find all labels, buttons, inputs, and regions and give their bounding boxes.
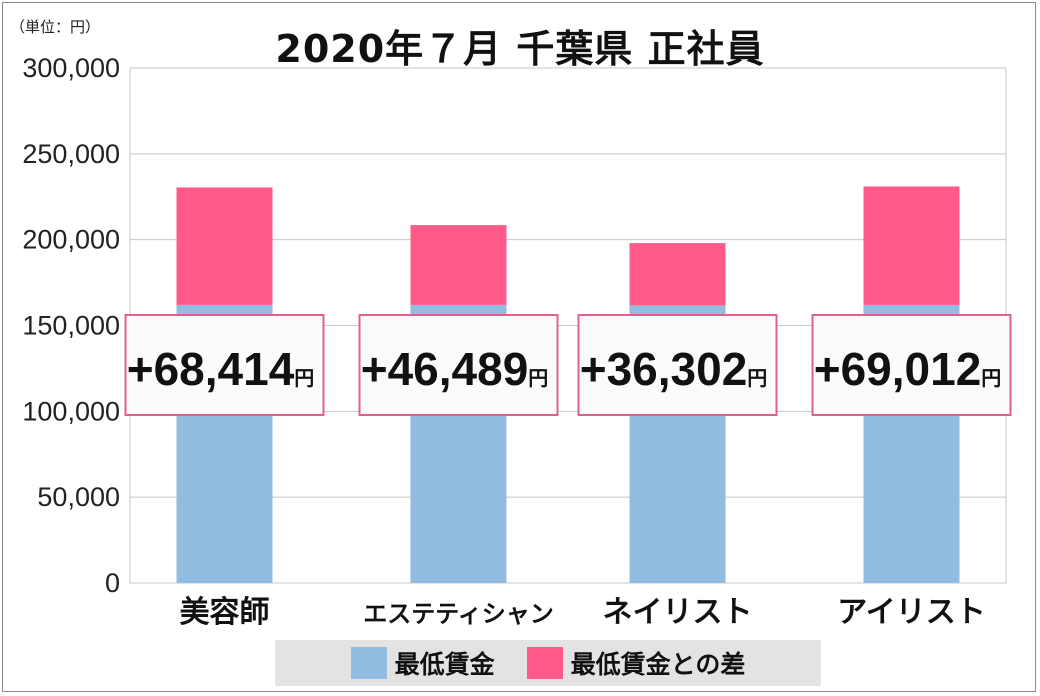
diff-label: +69,012円 xyxy=(814,343,1002,395)
y-tick-label: 50,000 xyxy=(37,482,120,512)
diff-unit: 円 xyxy=(981,366,1001,390)
diff-value: +36,302 xyxy=(580,343,748,395)
bar-diff xyxy=(410,225,507,305)
legend-item-diff: 最低賃金との差 xyxy=(526,645,746,681)
y-tick-label: 300,000 xyxy=(22,53,120,83)
bar-diff xyxy=(629,243,726,306)
legend-label-diff: 最低賃金との差 xyxy=(570,650,746,679)
legend-label-base: 最低賃金 xyxy=(394,650,495,679)
legend-swatch-diff xyxy=(526,647,563,679)
chart-title: 2020年７月 千葉県 正社員 xyxy=(275,27,765,71)
y-tick-label: 200,000 xyxy=(22,225,120,255)
y-tick-label: 150,000 xyxy=(22,311,120,341)
diff-unit: 円 xyxy=(747,366,767,390)
diff-label-box xyxy=(124,314,325,416)
bar-diff xyxy=(176,187,273,305)
unit-label: （単位：円） xyxy=(10,18,101,36)
diff-unit: 円 xyxy=(528,366,548,390)
y-tick-label: 250,000 xyxy=(22,139,120,169)
diff-label: +46,489円 xyxy=(361,343,549,395)
diff-label-box xyxy=(811,314,1012,416)
category-label: ネイリスト xyxy=(603,595,753,630)
diff-value: +46,489 xyxy=(361,343,529,395)
diff-label: +36,302円 xyxy=(580,343,768,395)
diff-label-box xyxy=(358,314,559,416)
y-tick-label: 100,000 xyxy=(22,396,120,426)
legend-swatch-base xyxy=(350,647,387,679)
category-label: エステティシャン xyxy=(363,600,554,628)
category-label: アイリスト xyxy=(837,595,986,630)
diff-value: +68,414 xyxy=(127,343,295,395)
y-tick-label: 0 xyxy=(105,568,120,598)
category-label: 美容師 xyxy=(180,595,270,630)
bar-diff xyxy=(863,186,960,305)
diff-label-box xyxy=(577,314,778,416)
diff-unit: 円 xyxy=(294,366,314,390)
legend: 最低賃金 最低賃金との差 xyxy=(275,640,821,686)
legend-item-base: 最低賃金 xyxy=(350,645,495,681)
diff-value: +69,012 xyxy=(814,343,982,395)
diff-label: +68,414円 xyxy=(127,343,315,395)
